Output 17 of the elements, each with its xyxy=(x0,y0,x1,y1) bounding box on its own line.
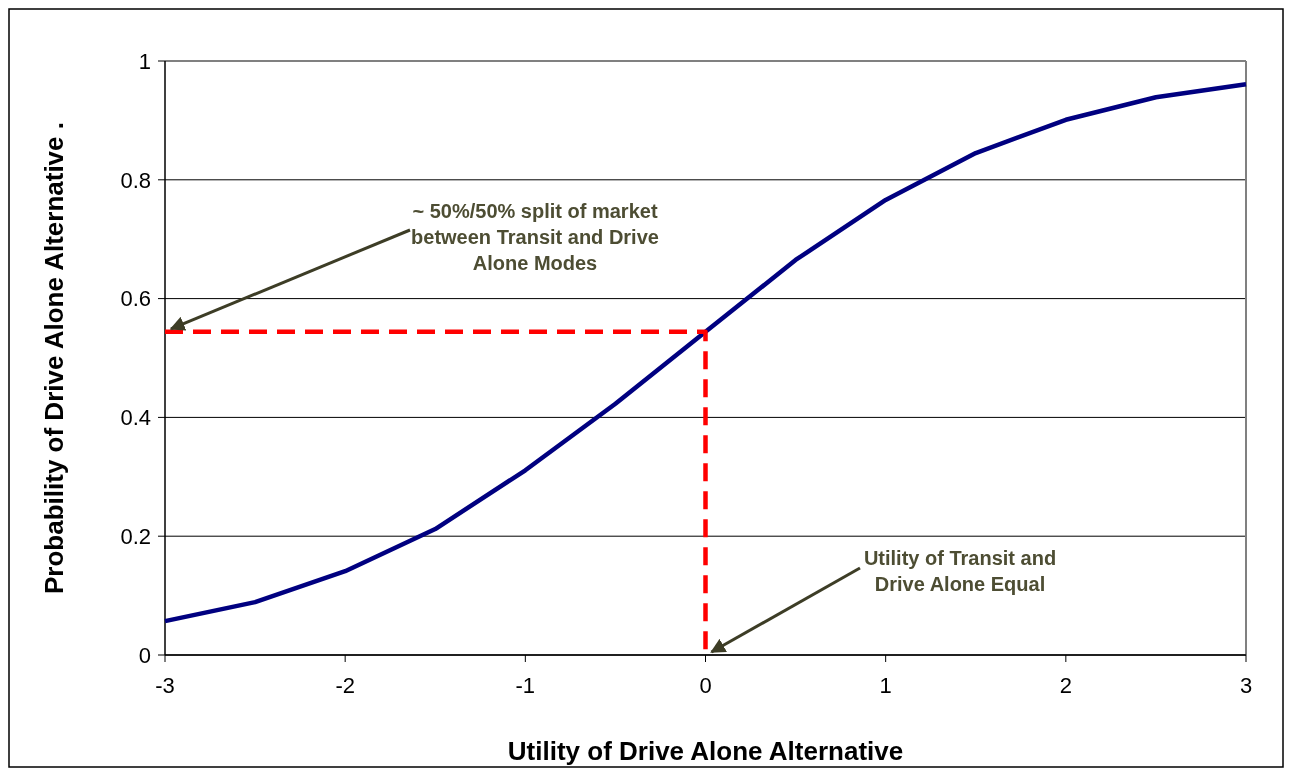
x-tick-label: 0 xyxy=(699,673,712,698)
x-tick-label: -3 xyxy=(155,673,175,698)
x-tick-label: 3 xyxy=(1239,673,1253,698)
y-tick-label: 0.2 xyxy=(120,523,151,549)
y-tick-label: 0.6 xyxy=(120,286,151,312)
y-tick-label: 0.4 xyxy=(120,405,151,431)
annotation: ~ 50%/50% split of market between Transit and Drive Alone Modes xyxy=(411,200,659,274)
annotation: Utility of Transit and Drive Alone Equal xyxy=(863,547,1057,595)
y-tick-label: 0 xyxy=(138,642,151,668)
x-tick-label: -2 xyxy=(335,673,355,698)
y-tick-label: 1 xyxy=(138,48,151,74)
y-tick-label: 0.8 xyxy=(120,167,151,193)
x-tick-label: -1 xyxy=(515,673,536,698)
x-tick-label: 2 xyxy=(1059,673,1072,698)
x-tick-label: 1 xyxy=(879,673,892,698)
y-axis-title: Probability of Drive Alone Alternative . xyxy=(39,122,69,594)
x-axis-title: Utility of Drive Alone Alternative xyxy=(507,736,904,766)
